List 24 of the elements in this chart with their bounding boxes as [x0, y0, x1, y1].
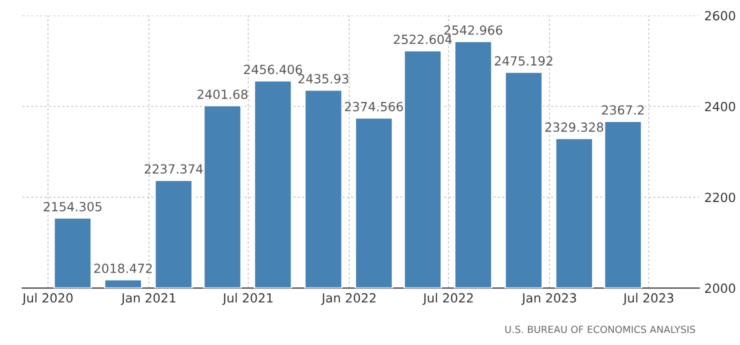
y-tick-label: 2200: [705, 192, 736, 202]
y-tick-label: 2000: [705, 284, 736, 293]
y-tick-label: 2400: [705, 102, 736, 112]
data-label: 2237.374: [144, 164, 203, 174]
data-label: 2401.68: [198, 90, 248, 100]
y-tick-label: 2600: [705, 10, 736, 20]
x-tick-label: Jan 2023: [521, 293, 576, 305]
data-label: 2522.604: [394, 34, 452, 44]
x-tick-label: Jul 2020: [22, 292, 73, 305]
data-label: 2154.305: [44, 202, 102, 212]
x-tick-label: Jul 2023: [622, 292, 674, 305]
text: U.S. BUREAU OF ECONOMICS ANALYSIS: [505, 326, 696, 334]
x-tick-label: Jan 2022: [321, 293, 376, 305]
data-label: 2374.566: [345, 102, 403, 112]
data-label: 2475.192: [494, 56, 552, 66]
data-label: 2367.2: [602, 105, 644, 115]
data-label: 2542.966: [444, 25, 502, 35]
data-label: 2018.472: [94, 264, 152, 274]
data-label: 2329.328: [545, 122, 604, 132]
x-tick-label: Jan 2021: [120, 293, 176, 305]
data-label: 2435.93: [298, 74, 348, 84]
data-label: 2456.406: [244, 64, 302, 74]
x-tick-label: Jul 2021: [222, 292, 273, 305]
x-tick-label: Jul 2022: [422, 292, 473, 305]
